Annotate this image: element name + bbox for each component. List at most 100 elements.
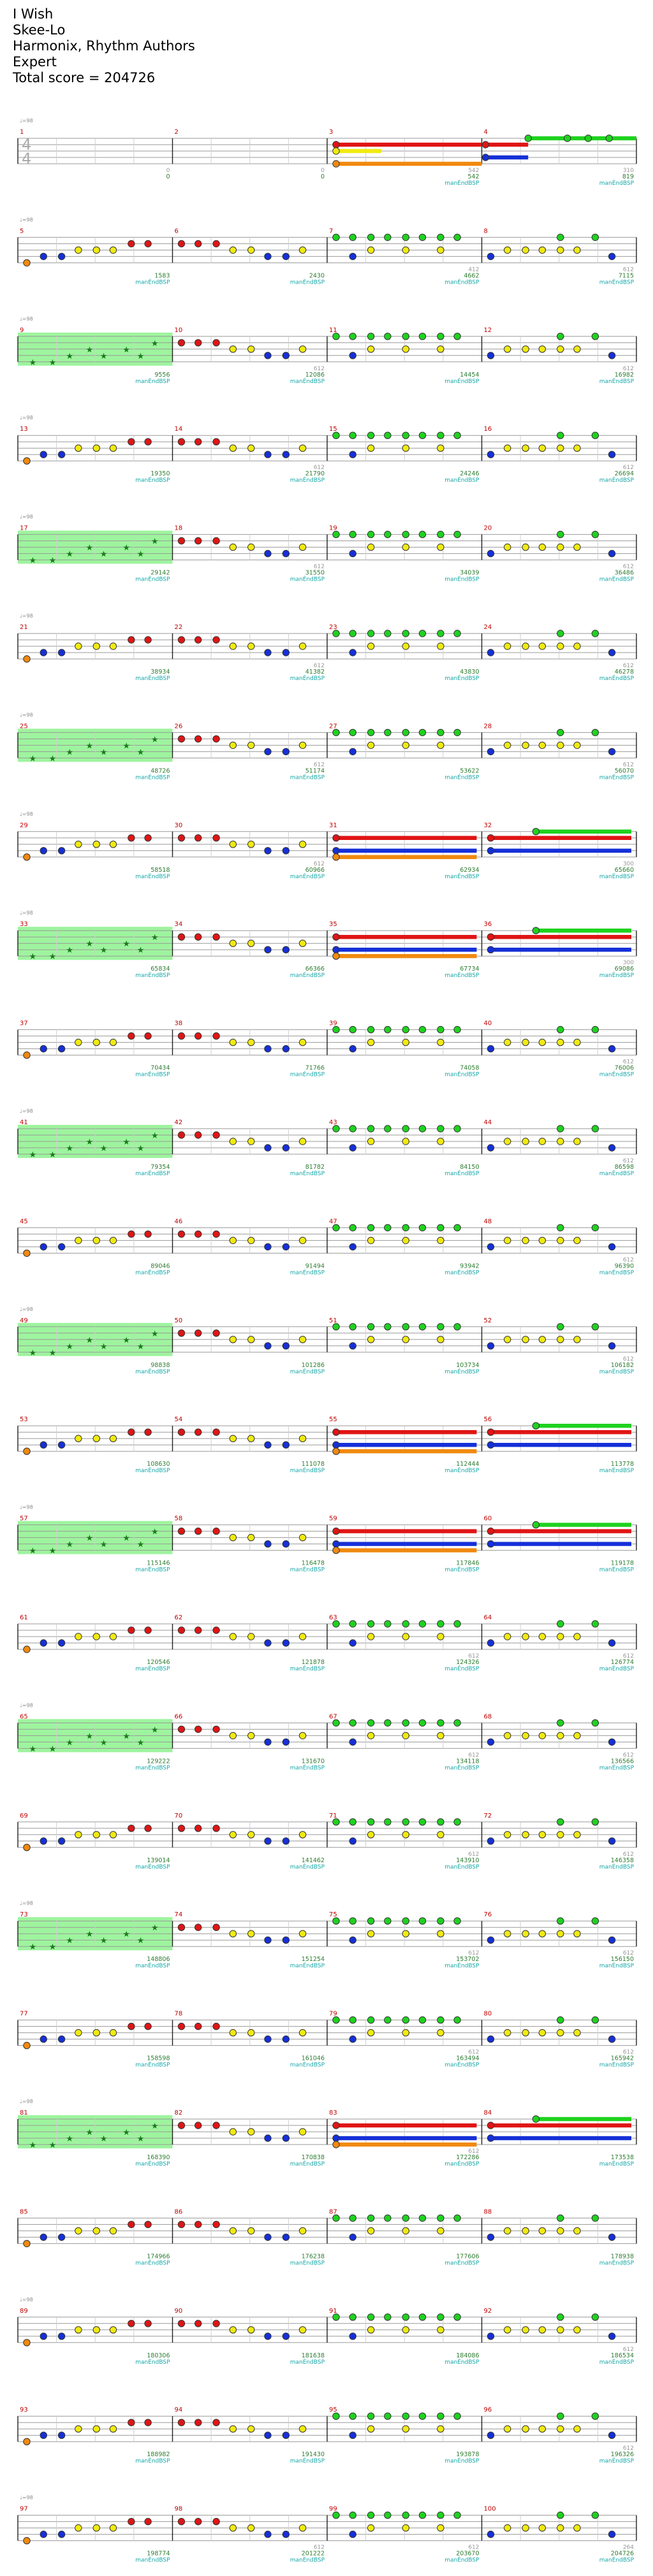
measure-94-note-0 [177, 2419, 186, 2426]
measure-83-sustain-blue [336, 2136, 477, 2141]
measure-95-note-8 [367, 2425, 375, 2433]
measure-80-note-2 [504, 2029, 511, 2037]
measure-32-sustain-red [490, 836, 631, 840]
measure-13-note-3 [75, 444, 82, 452]
measure-number-66: 66 [175, 1713, 183, 1720]
measure-58-note-0 [177, 1527, 186, 1535]
measure-11-note-9 [402, 345, 409, 353]
measure-score-48: 96390 [615, 1263, 634, 1270]
measure-69-note-6 [128, 1825, 135, 1832]
measure-36-sustain-blue-head [487, 946, 495, 953]
measure-44-note-6 [573, 1138, 581, 1145]
measure-score-31: 62934 [460, 867, 479, 874]
measure-27-note-8 [367, 741, 375, 749]
measure-number-39: 39 [329, 1020, 337, 1027]
measure-43-note-5 [418, 1125, 427, 1132]
section-marker-72: manÉndBSP [599, 1863, 635, 1870]
measure-71-note-1 [349, 1818, 356, 1826]
measure-88-note-4 [538, 2227, 547, 2235]
measure-number-45: 45 [20, 1218, 28, 1225]
measure-27-note-3 [384, 728, 392, 737]
measure-27-note-4 [402, 728, 409, 737]
section-marker-46: manÉndBSP [290, 1268, 325, 1276]
measure-75-note-6 [437, 1917, 444, 1925]
measure-score-62: 121878 [302, 1659, 325, 1666]
measure-6-note-6 [282, 252, 290, 261]
measure-12-note-4 [538, 345, 547, 353]
measure-44-note-5 [557, 1138, 564, 1145]
measure-8-note-4 [538, 246, 547, 254]
measure-35-sustain-blue [336, 948, 477, 952]
measure-81-star-7: ★ [151, 2122, 159, 2131]
measure-7-note-6 [437, 233, 444, 242]
measure-47-note-1 [349, 1224, 356, 1232]
measure-53-note-0 [23, 1447, 31, 1455]
measure-row-6-tempo: ♩=98 [20, 613, 33, 619]
measure-86-note-6 [282, 2233, 290, 2241]
measure-78-note-1 [194, 2022, 202, 2030]
measure-18-note-2 [212, 537, 220, 545]
measure-87-note-3 [384, 2214, 392, 2222]
measure-number-10: 10 [175, 327, 183, 334]
measure-number-88: 88 [484, 2208, 492, 2215]
measure-number-61: 61 [20, 1614, 28, 1621]
measure-22-note-4 [247, 642, 255, 650]
measure-54-note-6 [282, 1441, 290, 1449]
section-marker-30: manÉndBSP [290, 872, 325, 880]
measure-4-sustain-green [528, 136, 636, 141]
measure-93-note-3 [75, 2425, 82, 2433]
section-marker-100: manÉndBSP [599, 2556, 635, 2564]
measure-number-75: 75 [329, 1911, 337, 1918]
measure-number-7: 7 [329, 228, 333, 235]
measure-19-note-0 [332, 530, 340, 539]
measure-6-note-3 [229, 246, 237, 254]
measure-79-note-2 [367, 2016, 375, 2024]
measure-47-note-11 [349, 1243, 356, 1251]
measure-80-note-5 [557, 2029, 564, 2037]
measure-47-note-5 [418, 1224, 427, 1232]
measure-number-57: 57 [20, 1516, 28, 1523]
measure-number-96: 96 [484, 2406, 492, 2413]
measure-51-note-0 [332, 1323, 340, 1331]
measure-99-note-8 [367, 2524, 375, 2532]
measure-14-note-2 [212, 438, 220, 445]
measure-number-13: 13 [20, 426, 28, 433]
section-marker-91: manÉndBSP [444, 2358, 480, 2366]
measure-10-note-1 [194, 339, 202, 347]
section-marker-99: manÉndBSP [444, 2556, 480, 2564]
measure-score-71: 143910 [456, 1857, 479, 1864]
measure-64-note-7 [487, 1639, 495, 1647]
measure-67-note-6 [437, 1719, 444, 1727]
measure-68-note-6 [573, 1732, 581, 1740]
measure-61-note-3 [75, 1633, 82, 1640]
measure-93-note-0 [23, 2438, 31, 2445]
measure-score-29: 58518 [150, 867, 170, 874]
measure-57-star-6: ★ [137, 1540, 145, 1550]
measure-7-note-3 [384, 233, 392, 242]
measure-score-94: 191430 [302, 2451, 325, 2458]
measure-90-note-3 [229, 2326, 237, 2334]
section-marker-64: manÉndBSP [599, 1665, 635, 1672]
measure-70-note-7 [298, 1831, 307, 1839]
measure-48-note-6 [573, 1236, 581, 1245]
section-marker-85: manÉndBSP [135, 2259, 170, 2266]
measure-65-star-6: ★ [137, 1738, 145, 1747]
measure-95-note-11 [349, 2431, 356, 2439]
measure-90-note-6 [282, 2333, 290, 2340]
measure-33-star-7: ★ [151, 933, 159, 943]
measure-row-19-tempo: ♩=98 [20, 1900, 33, 1906]
measure-4-note-1 [584, 134, 592, 142]
measure-47-note-7 [453, 1224, 461, 1232]
measure-score-93: 188982 [147, 2451, 170, 2458]
measure-17-star-5: ★ [122, 544, 130, 553]
measure-42-note-7 [298, 1138, 307, 1145]
measure-65-star-3: ★ [86, 1732, 94, 1741]
measure-86-note-0 [177, 2220, 186, 2229]
measure-74-note-0 [177, 1923, 186, 1931]
measure-57-star-0: ★ [29, 1547, 37, 1556]
measure-27-note-1 [349, 728, 356, 737]
measure-23-note-8 [367, 642, 375, 650]
measure-36-sustain-red [490, 935, 631, 939]
measure-20-note-7 [487, 549, 495, 558]
measure-score-11: 14454 [460, 372, 479, 379]
